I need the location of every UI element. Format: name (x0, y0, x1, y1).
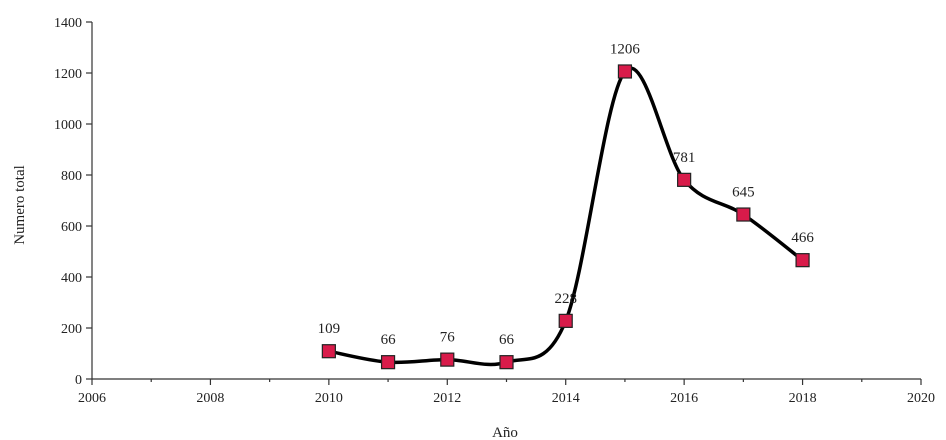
data-point (795, 253, 810, 268)
data-point (499, 355, 514, 370)
data-point (736, 207, 751, 222)
y-axis: 0 200 400 600 800 1000 1200 1400 (54, 16, 93, 388)
x-tick-label: 2014 (552, 391, 580, 406)
y-tick-label: 400 (61, 271, 82, 286)
x-tick-label: 2018 (789, 391, 817, 406)
y-tick-label: 200 (61, 322, 82, 337)
y-axis-title: Numero total (12, 165, 28, 245)
x-tick-label: 2008 (196, 391, 224, 406)
x-tick-label: 2020 (907, 391, 935, 406)
y-tick-label: 600 (61, 220, 82, 235)
data-label: 466 (791, 230, 814, 246)
x-tick-label: 2012 (433, 391, 461, 406)
data-label: 645 (732, 185, 755, 201)
series: 109 66 76 66 228 1206 781 645 466 (318, 41, 814, 370)
y-tick-label: 1400 (54, 16, 82, 31)
data-point (558, 313, 573, 328)
y-tick-label: 1200 (54, 67, 82, 82)
x-tick-label: 2006 (78, 391, 106, 406)
x-axis: 2006 2008 2010 2012 2014 2016 2018 2020 (78, 378, 935, 406)
data-label: 228 (554, 291, 577, 307)
data-label: 781 (673, 150, 696, 166)
data-label: 76 (440, 330, 456, 346)
x-tick-label: 2016 (670, 391, 698, 406)
x-tick-label: 2010 (315, 391, 343, 406)
data-label: 66 (499, 332, 515, 348)
data-label: 1206 (610, 41, 641, 57)
y-tick-label: 800 (61, 169, 82, 184)
data-point (380, 355, 396, 370)
data-point (321, 344, 336, 359)
y-tick-label: 1000 (54, 118, 82, 133)
data-label: 109 (318, 321, 341, 337)
data-label: 66 (381, 332, 397, 348)
x-axis-title: Año (492, 425, 518, 440)
y-tick-label: 0 (75, 373, 82, 388)
data-point (440, 352, 455, 367)
series-line (327, 66, 805, 367)
data-point (677, 172, 692, 187)
data-point (617, 64, 633, 79)
